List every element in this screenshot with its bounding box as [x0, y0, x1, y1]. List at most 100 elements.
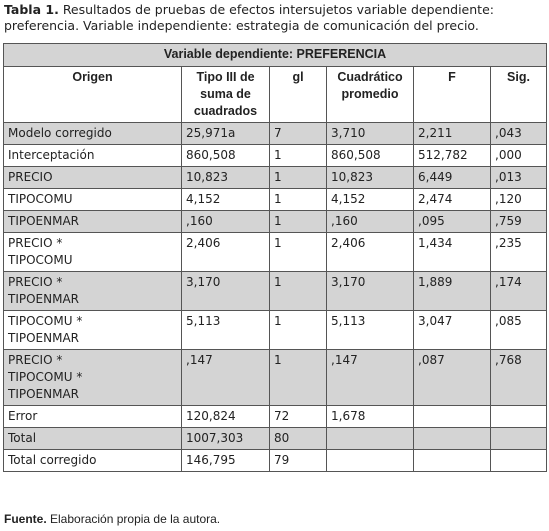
table-row: PRECIO 10,823 1 10,823 6,449,013 — [3, 166, 547, 189]
row-label: PRECIO * TIPOCOMU * TIPOENMAR — [3, 349, 182, 406]
column-header: Sig. — [490, 66, 547, 123]
cell: 5,113 — [181, 310, 270, 350]
table-row: Modelo corregido 25,971a 7 3,710 2,211,043 — [3, 122, 547, 145]
column-header: Cuadrático promedio — [326, 66, 414, 123]
cell: ,759 — [490, 210, 547, 233]
cell: ,120 — [490, 188, 547, 211]
table-title: Variable dependiente: PREFERENCIA — [3, 43, 547, 67]
footer: Fuente. Elaboración propia de la autora. — [4, 512, 220, 526]
row-label: Total corregido — [3, 449, 182, 472]
cell: 5,113 — [326, 310, 414, 350]
column-header: Tipo III de suma de cuadrados — [181, 66, 270, 123]
table-row: TIPOCOMU * TIPOENMAR 5,113 1 5,113 3,047,085 — [3, 310, 547, 350]
cell: 25,971a — [181, 122, 270, 145]
cell: 860,508 — [326, 144, 414, 167]
footer-text: Elaboración propia de la autora. — [50, 512, 221, 526]
cell: ,087 — [413, 349, 491, 406]
cell: ,147 — [181, 349, 270, 406]
table-row: Total corregido 146,795 79 — [3, 449, 547, 472]
table-row: Error 120,824 72 1,678 — [3, 405, 547, 428]
cell: 3,047 — [413, 310, 491, 350]
table-row: Total 1007,303 80 — [3, 427, 547, 450]
column-header: gl — [269, 66, 327, 123]
cell: 146,795 — [181, 449, 270, 472]
column-header: Origen — [3, 66, 182, 123]
cell: 860,508 — [181, 144, 270, 167]
row-label: Interceptación — [3, 144, 182, 167]
cell: ,174 — [490, 271, 547, 311]
cell: ,235 — [490, 232, 547, 272]
cell: 1 — [269, 271, 327, 311]
cell: 10,823 — [181, 166, 270, 189]
row-label: Total — [3, 427, 182, 450]
cell: 1,889 — [413, 271, 491, 311]
cell: ,768 — [490, 349, 547, 406]
cell: 1,434 — [413, 232, 491, 272]
cell: 1 — [269, 232, 327, 272]
table-row: PRECIO * TIPOENMAR 3,170 1 3,170 1,889,174 — [3, 271, 547, 311]
column-header-row: Origen Tipo III de suma de cuadrados gl Cua… — [3, 66, 547, 123]
table-row: Interceptación 860,508 1 860,508 512,782,000 — [3, 144, 547, 167]
cell: 1 — [269, 349, 327, 406]
row-label: TIPOCOMU — [3, 188, 182, 211]
cell: 3,170 — [181, 271, 270, 311]
empty-cell — [326, 449, 414, 472]
cell: 6,449 — [413, 166, 491, 189]
table-row: PRECIO * TIPOCOMU * TIPOENMAR ,147 1,147,0… — [3, 349, 547, 406]
row-label: TIPOENMAR — [3, 210, 182, 233]
caption-label: Tabla 1. — [4, 2, 59, 17]
cell: ,147 — [326, 349, 414, 406]
cell: 80 — [269, 427, 327, 450]
empty-cell — [413, 427, 491, 450]
cell: 1 — [269, 210, 327, 233]
row-label: PRECIO — [3, 166, 182, 189]
cell: 1 — [269, 310, 327, 350]
cell: ,160 — [326, 210, 414, 233]
cell: ,085 — [490, 310, 547, 350]
cell: 1,678 — [326, 405, 414, 428]
cell: 3,170 — [326, 271, 414, 311]
table-row: PRECIO * TIPOCOMU 2,406 1 2,406 1,434,235 — [3, 232, 547, 272]
table-row: TIPOENMAR ,160 1,160,095,759 — [3, 210, 547, 233]
cell: 7 — [269, 122, 327, 145]
cell: 2,406 — [326, 232, 414, 272]
cell: ,043 — [490, 122, 547, 145]
cell: ,160 — [181, 210, 270, 233]
cell: 1007,303 — [181, 427, 270, 450]
caption: Tabla 1. Resultados de pruebas de efecto… — [4, 2, 544, 34]
row-label: TIPOCOMU * TIPOENMAR — [3, 310, 182, 350]
row-label: PRECIO * TIPOCOMU — [3, 232, 182, 272]
empty-cell — [490, 449, 547, 472]
cell: 2,406 — [181, 232, 270, 272]
empty-cell — [413, 405, 491, 428]
cell: 72 — [269, 405, 327, 428]
cell: ,095 — [413, 210, 491, 233]
column-header: F — [413, 66, 491, 123]
empty-cell — [326, 427, 414, 450]
caption-text: Resultados de pruebas de efectos intersu… — [4, 2, 494, 33]
empty-cell — [490, 405, 547, 428]
cell: 4,152 — [181, 188, 270, 211]
cell: 2,474 — [413, 188, 491, 211]
cell: 120,824 — [181, 405, 270, 428]
row-label: Modelo corregido — [3, 122, 182, 145]
empty-cell — [490, 427, 547, 450]
table-body: Modelo corregido 25,971a 7 3,710 2,211,043 In… — [3, 122, 547, 472]
results-table: Variable dependiente: PREFERENCIA Origen… — [3, 43, 547, 472]
cell: 1 — [269, 144, 327, 167]
cell: ,013 — [490, 166, 547, 189]
empty-cell — [413, 449, 491, 472]
cell: 3,710 — [326, 122, 414, 145]
row-label: Error — [3, 405, 182, 428]
cell: 1 — [269, 188, 327, 211]
cell: 1 — [269, 166, 327, 189]
cell: ,000 — [490, 144, 547, 167]
footer-label: Fuente. — [4, 512, 47, 526]
cell: 79 — [269, 449, 327, 472]
table-row: TIPOCOMU 4,152 1 4,152 2,474,120 — [3, 188, 547, 211]
cell: 10,823 — [326, 166, 414, 189]
cell: 4,152 — [326, 188, 414, 211]
row-label: PRECIO * TIPOENMAR — [3, 271, 182, 311]
cell: 2,211 — [413, 122, 491, 145]
